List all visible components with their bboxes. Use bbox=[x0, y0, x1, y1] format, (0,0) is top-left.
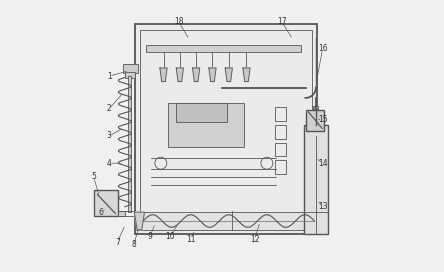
Text: 6: 6 bbox=[99, 208, 103, 217]
FancyBboxPatch shape bbox=[118, 211, 125, 216]
Text: 3: 3 bbox=[107, 131, 111, 141]
FancyBboxPatch shape bbox=[176, 103, 227, 122]
FancyBboxPatch shape bbox=[167, 103, 244, 147]
Text: 4: 4 bbox=[107, 159, 111, 168]
Text: 17: 17 bbox=[277, 17, 287, 26]
Text: 10: 10 bbox=[166, 232, 175, 241]
Polygon shape bbox=[160, 68, 167, 82]
Polygon shape bbox=[193, 68, 200, 82]
FancyBboxPatch shape bbox=[135, 212, 317, 230]
Text: 2: 2 bbox=[107, 104, 111, 113]
Text: 1: 1 bbox=[107, 72, 111, 81]
FancyBboxPatch shape bbox=[94, 190, 118, 216]
Text: 7: 7 bbox=[115, 237, 120, 247]
Text: 16: 16 bbox=[318, 44, 328, 54]
FancyBboxPatch shape bbox=[135, 24, 317, 234]
Text: 8: 8 bbox=[131, 240, 136, 249]
Text: 5: 5 bbox=[91, 172, 96, 181]
Text: 11: 11 bbox=[186, 235, 195, 244]
FancyBboxPatch shape bbox=[304, 125, 328, 234]
Polygon shape bbox=[176, 68, 183, 82]
Text: 9: 9 bbox=[147, 232, 152, 241]
Polygon shape bbox=[243, 68, 250, 82]
FancyBboxPatch shape bbox=[146, 45, 301, 52]
FancyBboxPatch shape bbox=[123, 64, 138, 73]
Text: 14: 14 bbox=[318, 159, 328, 168]
Text: 15: 15 bbox=[318, 115, 328, 124]
FancyBboxPatch shape bbox=[126, 72, 135, 78]
FancyBboxPatch shape bbox=[313, 106, 318, 109]
Polygon shape bbox=[209, 68, 216, 82]
Polygon shape bbox=[225, 68, 232, 82]
Text: 12: 12 bbox=[250, 235, 259, 244]
FancyBboxPatch shape bbox=[306, 110, 324, 131]
Text: 13: 13 bbox=[318, 202, 328, 211]
FancyBboxPatch shape bbox=[127, 76, 131, 212]
Text: 18: 18 bbox=[174, 17, 183, 26]
Polygon shape bbox=[135, 212, 144, 230]
